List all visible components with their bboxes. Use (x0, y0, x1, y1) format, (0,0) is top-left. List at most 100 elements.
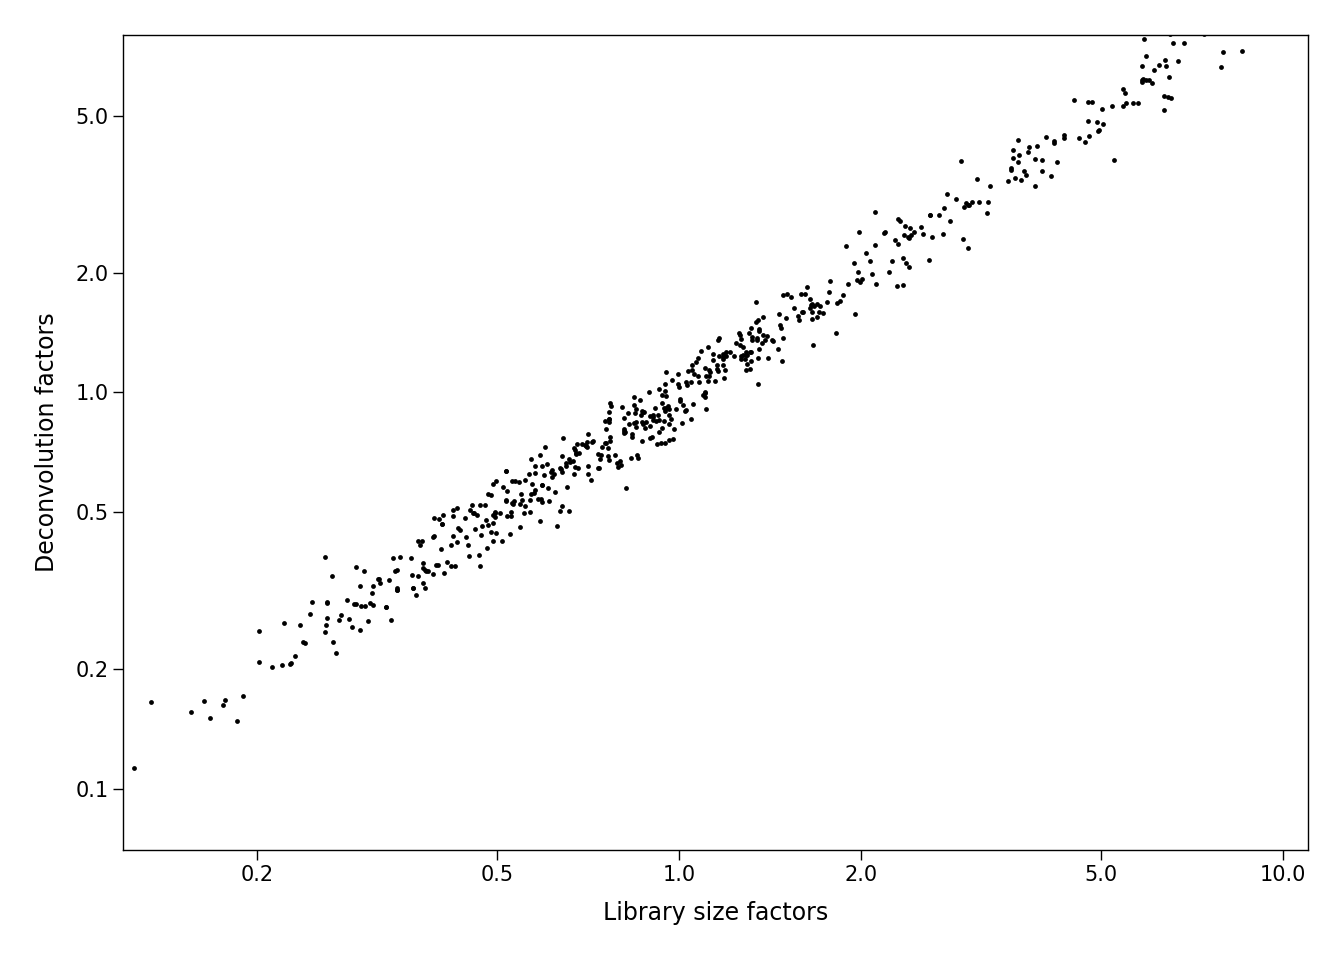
Point (1133, 32, 1154, 47)
Point (808, 304, 829, 320)
Point (630, 433, 652, 448)
Point (484, 504, 505, 519)
Point (851, 272, 872, 287)
Point (837, 276, 859, 292)
Point (844, 255, 866, 271)
Point (582, 434, 603, 449)
Point (742, 332, 763, 348)
Point (747, 376, 769, 392)
Point (913, 226, 934, 241)
Point (771, 353, 793, 369)
Point (1193, 27, 1215, 42)
Point (900, 227, 922, 242)
Point (762, 332, 784, 348)
Point (552, 431, 574, 446)
Point (884, 232, 906, 248)
Point (827, 296, 848, 311)
Point (715, 348, 737, 364)
Point (411, 534, 433, 549)
Point (676, 377, 698, 393)
Point (423, 511, 445, 526)
Point (441, 538, 462, 553)
Point (415, 563, 437, 578)
Point (655, 365, 676, 380)
Point (1243, 2, 1265, 17)
Point (430, 541, 452, 557)
Point (642, 410, 664, 425)
Point (567, 461, 589, 476)
Y-axis label: Deconvolution factors: Deconvolution factors (35, 313, 59, 572)
Point (469, 558, 491, 573)
Point (753, 309, 774, 324)
Point (650, 436, 672, 451)
Point (758, 350, 780, 366)
Point (849, 275, 871, 290)
Point (563, 440, 585, 455)
Point (1054, 130, 1075, 145)
Point (538, 480, 559, 495)
Point (546, 518, 567, 534)
Point (124, 760, 145, 776)
Point (1239, 19, 1261, 35)
Point (809, 299, 831, 314)
Point (770, 320, 792, 335)
Point (695, 369, 716, 384)
Point (583, 433, 605, 448)
Point (660, 411, 681, 426)
Point (530, 492, 551, 507)
Point (492, 479, 513, 494)
Point (363, 579, 384, 594)
Point (806, 297, 828, 312)
Point (878, 264, 899, 279)
Point (762, 333, 784, 348)
Point (1113, 82, 1134, 97)
Point (496, 493, 517, 509)
Point (563, 454, 585, 469)
Point (1046, 155, 1067, 170)
Point (737, 357, 758, 372)
Point (698, 339, 719, 354)
Point (358, 613, 379, 629)
Point (387, 583, 409, 598)
Point (1068, 130, 1090, 145)
Point (1013, 163, 1035, 179)
Point (501, 473, 523, 489)
Point (669, 392, 691, 407)
Point (1091, 116, 1113, 132)
Point (1130, 72, 1152, 87)
Point (735, 345, 757, 360)
Point (731, 348, 753, 364)
Point (642, 408, 664, 423)
Point (1017, 144, 1039, 159)
Point (977, 204, 999, 220)
Point (496, 509, 517, 524)
Point (587, 461, 609, 476)
Point (415, 580, 437, 595)
Point (640, 430, 661, 445)
Point (672, 397, 694, 413)
Point (285, 648, 306, 663)
Point (802, 337, 824, 352)
Point (480, 524, 501, 540)
Point (887, 237, 909, 252)
Point (648, 425, 669, 441)
Point (832, 288, 853, 303)
Point (1204, 22, 1226, 37)
Point (668, 376, 689, 392)
Point (294, 636, 316, 651)
Point (559, 451, 581, 467)
Point (860, 253, 882, 269)
Point (519, 467, 540, 482)
Point (706, 361, 727, 376)
Point (610, 457, 632, 472)
Point (1173, 35, 1195, 50)
Point (577, 440, 598, 455)
Point (659, 408, 680, 423)
Point (800, 300, 821, 315)
Point (503, 496, 524, 512)
Point (1081, 94, 1102, 109)
Point (657, 402, 679, 418)
Point (383, 550, 405, 565)
Point (413, 556, 434, 571)
Point (599, 433, 621, 448)
